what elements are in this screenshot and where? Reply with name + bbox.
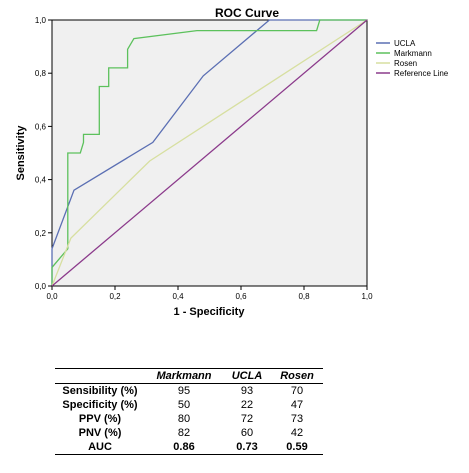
- table-cell: 47: [290, 399, 304, 411]
- table-cell: 0.86: [145, 440, 223, 455]
- table-row: Specificity (%) 50 22 47: [55, 398, 323, 412]
- table-row: AUC 0.86 0.73 0.59: [55, 440, 323, 455]
- y-tick-label: 0,6: [35, 122, 47, 131]
- table-cell: 60: [240, 427, 254, 439]
- ucla-line: [51, 19, 367, 286]
- rosen-line: [51, 19, 368, 287]
- table-cell: 22: [240, 399, 254, 411]
- x-tick-label: 0,0: [46, 292, 58, 301]
- x-tick-label: 0,8: [298, 292, 310, 301]
- table-header-row: Markmann UCLA Rosen: [55, 368, 323, 384]
- table-cell: 95: [177, 385, 191, 397]
- table-header-cell: Rosen: [271, 368, 323, 384]
- row-label: Sensibility (%): [62, 385, 138, 397]
- x-tick-label: 0,4: [172, 292, 184, 301]
- row-label: AUC: [55, 440, 145, 455]
- table-row: Sensibility (%) 95 93 70: [55, 384, 323, 399]
- legend-label: Reference Line: [394, 69, 449, 78]
- chart-title: ROC Curve: [215, 6, 279, 20]
- x-axis-title: 1 - Specificity: [174, 306, 246, 318]
- x-tick-label: 1,0: [361, 292, 373, 301]
- roc-chart: ROC Curve 0,0 0,2 0,4 0,6 0,8 1,0 0,0 0,2 0,4 0,6…: [15, 6, 449, 318]
- table-header-cell: UCLA: [223, 368, 271, 384]
- table-cell: 70: [290, 385, 304, 397]
- table-cell: 42: [290, 427, 304, 439]
- table-header-cell: Markmann: [145, 368, 223, 384]
- y-axis-title: Sensitivity: [15, 125, 27, 181]
- row-label: PPV (%): [78, 413, 122, 425]
- table-header-cell: [55, 368, 145, 384]
- x-tick-label: 0,6: [235, 292, 247, 301]
- legend-label: Markmann: [394, 49, 432, 58]
- y-tick-label: 0,2: [35, 229, 47, 238]
- stats-table: Markmann UCLA Rosen Sensibility (%) 95 9…: [55, 368, 323, 455]
- reference-line-line: [51, 19, 368, 287]
- x-tick-label: 0,2: [109, 292, 121, 301]
- series-layer: [51, 19, 368, 287]
- y-tick-label: 0,0: [35, 282, 47, 291]
- table-cell: 73: [290, 413, 304, 425]
- markmann-line: [51, 19, 367, 286]
- table-cell: 82: [177, 427, 191, 439]
- legend-label: UCLA: [394, 39, 416, 48]
- y-tick-label: 0,8: [35, 69, 47, 78]
- table-cell: 80: [177, 413, 191, 425]
- row-label: Specificity (%): [62, 399, 138, 411]
- tick-layer: 0,0 0,2 0,4 0,6 0,8 1,0 0,0 0,2 0,4 0,6 0,8 1,0: [35, 16, 373, 301]
- table-cell: 93: [240, 385, 254, 397]
- table-cell: 50: [177, 399, 191, 411]
- table-row: PPV (%) 80 72 73: [55, 412, 323, 426]
- table-cell: 72: [240, 413, 254, 425]
- table-row: PNV (%) 82 60 42: [55, 426, 323, 440]
- row-label: PNV (%): [78, 427, 122, 439]
- table-cell: 0.59: [271, 440, 323, 455]
- legend-label: Rosen: [394, 59, 417, 68]
- y-tick-label: 1,0: [35, 16, 47, 25]
- y-tick-label: 0,4: [35, 176, 47, 185]
- table-cell: 0.73: [223, 440, 271, 455]
